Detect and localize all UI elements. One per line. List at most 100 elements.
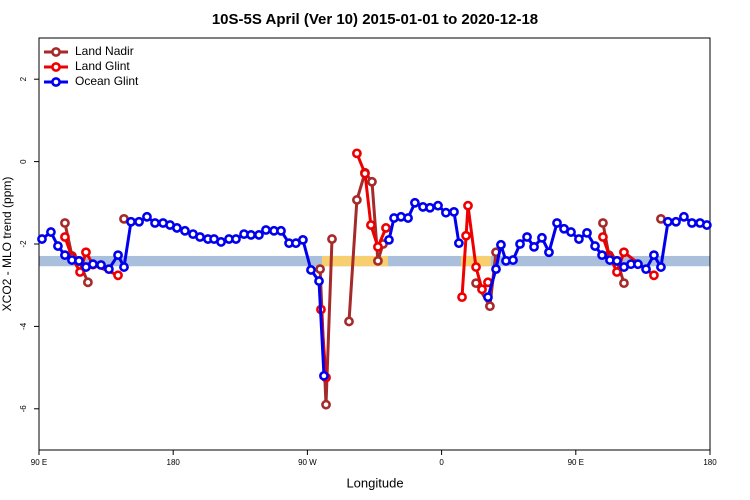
data-point: [352, 195, 362, 205]
data-point: [321, 399, 331, 410]
data-point: [96, 260, 106, 270]
data-point: [537, 232, 547, 243]
data-point: [37, 234, 47, 244]
data-point: [113, 270, 123, 281]
x-tick-label: 90 E: [31, 458, 47, 467]
data-point: [566, 227, 576, 237]
data-point: [314, 276, 324, 286]
data-point: [656, 262, 666, 272]
data-point: [453, 238, 464, 249]
data-point: [306, 265, 316, 275]
data-point: [641, 264, 651, 275]
data-point: [663, 216, 673, 227]
data-point: [612, 255, 622, 266]
data-point: [367, 176, 377, 187]
data-point: [327, 234, 337, 244]
data-point: [298, 234, 308, 245]
highlight-range: [322, 255, 388, 267]
data-point: [633, 259, 643, 270]
data-point: [496, 239, 506, 250]
data-point: [60, 232, 70, 242]
data-point: [433, 200, 443, 211]
chart-title: 10S-5S April (Ver 10) 2015-01-01 to 2020…: [212, 11, 538, 28]
x-tick-label: 180: [703, 458, 717, 467]
data-point: [687, 218, 697, 228]
y-tick-label: 2: [19, 76, 28, 81]
data-point: [231, 234, 241, 244]
y-axis-title: XCO2 - MLO trend (ppm): [0, 177, 14, 312]
legend-label: Ocean Glint: [75, 74, 139, 88]
data-point: [46, 227, 56, 237]
data-point: [649, 250, 659, 261]
data-point: [483, 292, 493, 303]
data-point: [81, 247, 91, 258]
legend-label: Land Nadir: [75, 44, 134, 58]
data-point: [254, 230, 264, 240]
data-point: [150, 218, 160, 228]
data-point: [403, 213, 413, 223]
data-point: [104, 264, 114, 275]
legend-marker: [51, 47, 61, 57]
data-point: [53, 241, 63, 251]
data-point: [515, 239, 525, 249]
data-point: [522, 232, 532, 242]
legend-marker: [51, 77, 61, 87]
data-point: [344, 316, 354, 327]
x-tick-label: 90 W: [298, 458, 317, 467]
data-point: [134, 216, 144, 227]
data-point: [649, 270, 659, 281]
data-point: [477, 284, 487, 295]
y-tick-label: -6: [19, 405, 28, 413]
data-point: [461, 230, 471, 241]
data-point: [463, 200, 473, 211]
data-point: [83, 277, 93, 288]
data-point: [384, 234, 394, 245]
data-point: [276, 225, 286, 236]
y-tick-label: 0: [19, 159, 28, 164]
data-point: [441, 207, 451, 218]
data-point: [172, 223, 182, 233]
data-point: [246, 230, 256, 240]
data-point: [598, 232, 608, 242]
data-point: [410, 197, 420, 208]
x-axis-title: Longitude: [346, 475, 403, 490]
data-point: [315, 264, 325, 275]
data-point: [360, 168, 370, 179]
y-tick-label: -4: [19, 322, 28, 330]
data-point: [590, 241, 600, 251]
data-point: [319, 370, 329, 381]
data-point: [471, 262, 481, 272]
data-point: [60, 218, 70, 228]
data-point: [491, 264, 501, 275]
data-point: [352, 148, 362, 159]
x-tick-label: 90 E: [568, 458, 584, 467]
data-point: [60, 250, 70, 261]
data-point: [679, 211, 689, 222]
data-point: [261, 225, 271, 235]
data-point: [582, 227, 592, 238]
data-point: [508, 255, 518, 265]
data-point: [612, 267, 622, 277]
data-point: [597, 250, 607, 261]
x-tick-label: 0: [439, 458, 444, 467]
legend-marker: [51, 62, 61, 72]
data-point: [126, 216, 136, 227]
data-point: [74, 255, 84, 266]
data-point: [485, 301, 495, 312]
data-point: [552, 218, 562, 228]
data-point: [457, 292, 467, 303]
series-line: [65, 173, 661, 405]
data-point: [425, 202, 435, 213]
data-point: [529, 241, 539, 252]
data-point: [216, 237, 226, 247]
x-tick-label: 180: [167, 458, 181, 467]
data-point: [366, 220, 376, 230]
data-point: [373, 241, 383, 252]
data-point: [671, 216, 681, 227]
data-point: [373, 255, 383, 266]
data-point: [195, 232, 205, 242]
data-point: [142, 211, 152, 222]
data-point: [701, 220, 712, 230]
data-point: [619, 247, 629, 258]
